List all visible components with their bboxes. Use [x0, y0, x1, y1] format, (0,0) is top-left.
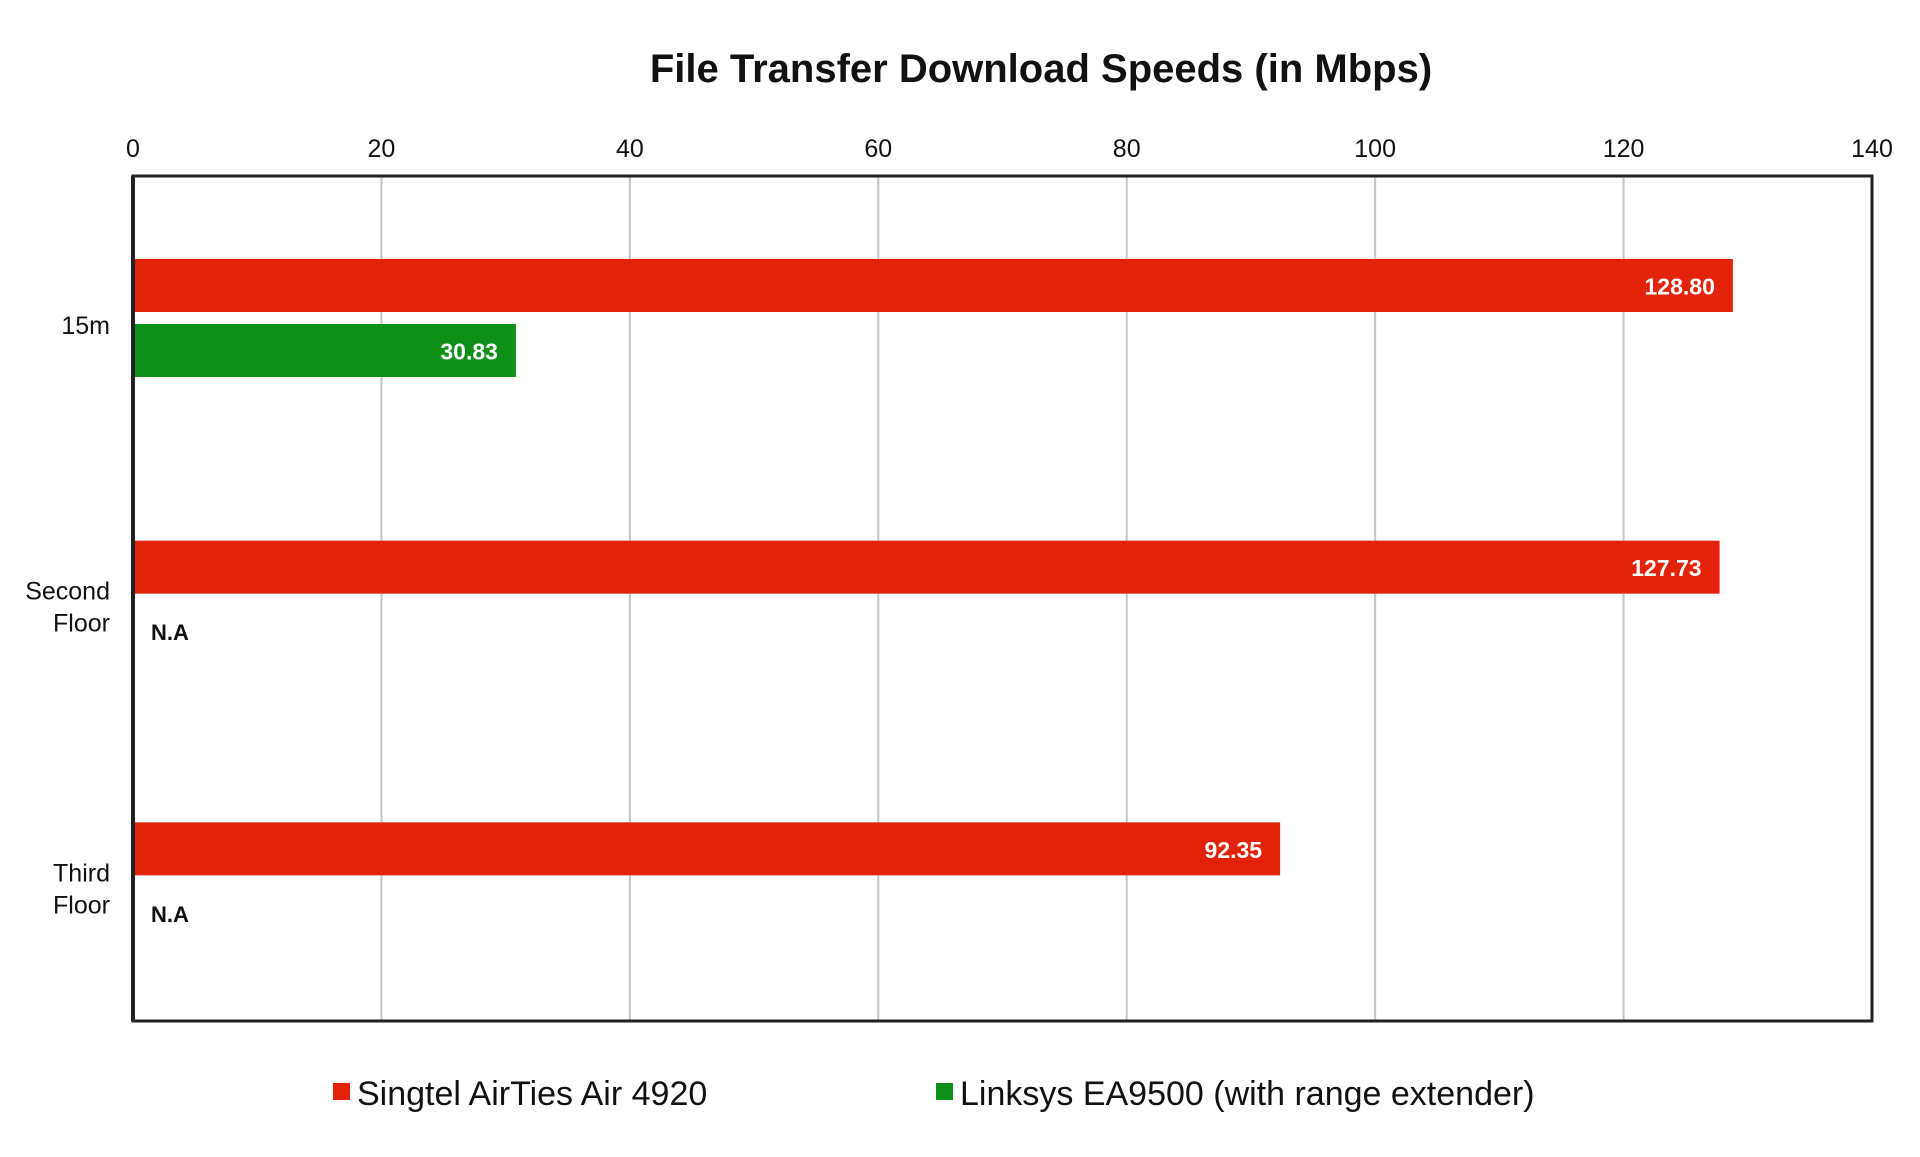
legend-label: Singtel AirTies Air 4920: [357, 1075, 707, 1113]
x-tick-label: 100: [1354, 135, 1396, 163]
bar: [133, 540, 1720, 594]
bar: [133, 822, 1281, 876]
chart-title: File Transfer Download Speeds (in Mbps): [650, 47, 1432, 91]
bar: [133, 259, 1733, 312]
x-tick-label: 80: [1113, 135, 1141, 163]
bar-missing-label: N.A: [151, 620, 189, 645]
x-tick-label: 40: [616, 135, 644, 163]
x-tick-label: 120: [1603, 135, 1645, 163]
bar-value-label: 127.73: [1631, 555, 1701, 581]
legend-label: Linksys EA9500 (with range extender): [960, 1075, 1535, 1113]
legend-swatch: [333, 1083, 350, 1100]
x-tick-label: 60: [864, 135, 892, 163]
bar-missing-label: N.A: [151, 902, 189, 927]
y-category-label: 15m: [61, 312, 110, 340]
x-tick-label: 20: [368, 135, 396, 163]
y-category-label: Second Floor: [25, 578, 110, 638]
x-tick-label: 0: [126, 135, 140, 163]
y-category-label: Third Floor: [53, 859, 110, 919]
x-tick-label: 140: [1851, 135, 1893, 163]
bar-value-label: 92.35: [1205, 837, 1263, 863]
bar: [133, 324, 516, 377]
bar-value-label: 30.83: [440, 339, 498, 365]
plot-area: [133, 176, 1872, 1021]
legend-swatch: [936, 1083, 953, 1100]
bar-value-label: 128.80: [1645, 274, 1715, 300]
